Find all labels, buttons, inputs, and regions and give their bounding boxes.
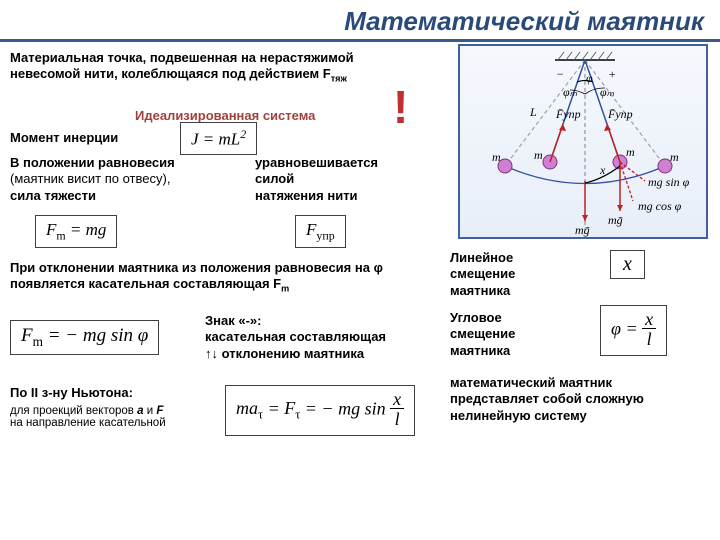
svg-text:φₘ: φₘ — [600, 85, 615, 99]
svg-text:x: x — [599, 163, 606, 177]
svg-text:+: + — [608, 67, 616, 81]
linear-formula: x — [610, 250, 645, 279]
equilibrium-text: В положении равновесия (маятник висит по… — [10, 155, 230, 204]
linear-label: Линейное смещение маятника — [450, 250, 570, 299]
newton-note: для проекций векторов a и Fна направлени… — [10, 405, 220, 429]
svg-text:mg cos φ: mg cos φ — [638, 199, 682, 213]
newton-formula: maτ = Fτ = − mg sin xl — [225, 385, 415, 436]
newton-label: По II з-ну Ньютона: — [10, 385, 133, 401]
moment-inertia-label: Момент инерции — [10, 130, 118, 146]
exclamation-icon: ! — [393, 80, 408, 134]
svg-text:mḡ: mḡ — [608, 213, 623, 227]
tension-formula: Fупр — [295, 215, 346, 248]
svg-text:m: m — [534, 148, 543, 162]
svg-text:m: m — [492, 150, 501, 164]
deflection-text: При отклонении маятника из положения рав… — [10, 260, 400, 295]
svg-text:mḡ: mḡ — [575, 223, 590, 237]
moment-inertia-formula: J = mL2 — [180, 122, 257, 155]
svg-text:L: L — [529, 105, 537, 119]
svg-text:φₘ: φₘ — [563, 85, 578, 99]
nonlinear-text: математический маятник представляет собо… — [450, 375, 700, 424]
svg-text:F̄упр: F̄упр — [607, 107, 633, 121]
svg-text:F̄упр: F̄упр — [555, 107, 581, 121]
title-underline — [0, 39, 720, 42]
angular-label: Угловое смещение маятника — [450, 310, 570, 359]
gravity-formula: Fm = mg — [35, 215, 117, 248]
svg-text:φ: φ — [586, 71, 593, 85]
balanced-text: уравновешивается силой натяжения нити — [255, 155, 435, 204]
svg-text:m: m — [626, 145, 635, 159]
pendulum-diagram: − φₘ φ + φₘ L F̄упр F̄упр m m m m x mg s… — [458, 44, 708, 239]
definition-text: Материальная точка, подвешенная на нерас… — [10, 50, 400, 85]
minus-note: Знак «-»: касательная составляющая ↑↓ от… — [205, 313, 435, 362]
svg-text:m: m — [670, 150, 679, 164]
angular-formula: φ = xl — [600, 305, 667, 356]
tangent-force-formula: Fm = − mg sin φ — [10, 320, 159, 355]
svg-text:mg sin φ: mg sin φ — [648, 175, 690, 189]
svg-text:−: − — [556, 67, 564, 81]
page-title: Математический маятник — [0, 0, 720, 39]
idealized-label: Идеализированная система — [135, 108, 315, 123]
